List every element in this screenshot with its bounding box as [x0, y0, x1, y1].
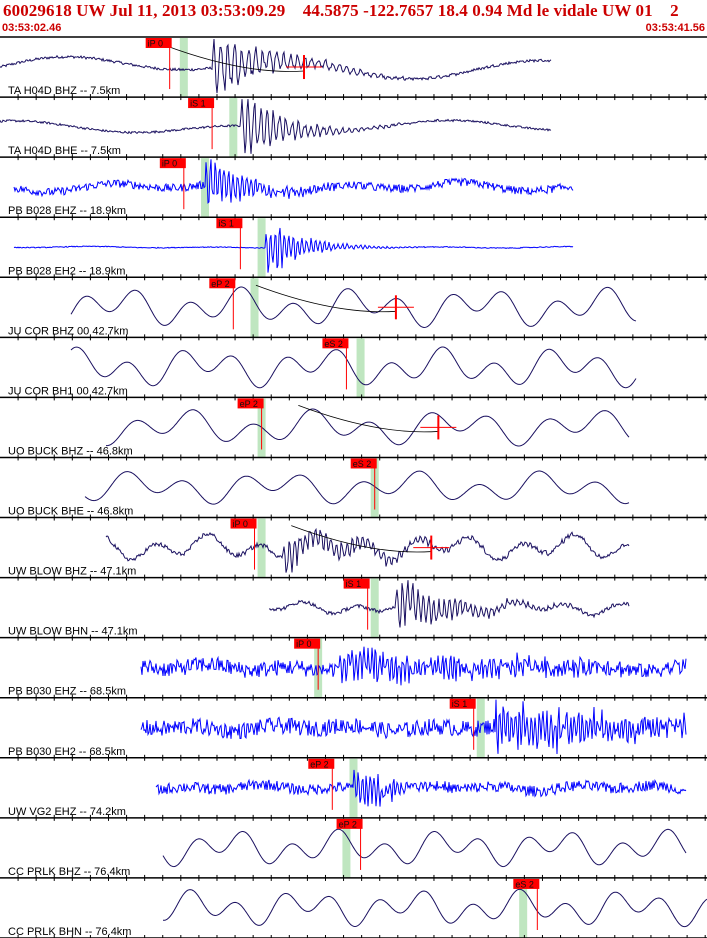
- pick-label-6-0: eP 2: [240, 399, 258, 409]
- pick-label-0-0: iP 0: [148, 39, 163, 49]
- pick-label-8-0: iP 0: [233, 519, 248, 529]
- coda-curve-0: [163, 44, 305, 72]
- pick-label-7-0: eS 2: [353, 459, 372, 469]
- pick-flag-11-0: [449, 698, 476, 709]
- station-label-13: CC PRLK BHZ -- 76.4km: [8, 866, 130, 878]
- pick-flag-13-0: [336, 818, 363, 829]
- station-label-2: PB B028 EHZ -- 18.9km: [8, 205, 126, 217]
- pick-label-11-0: iS 1: [452, 699, 468, 709]
- trace-0: [0, 38, 552, 94]
- pick-label-1-0: iS 1: [190, 99, 206, 109]
- end-time: 03:53:41.56: [645, 22, 705, 34]
- pick-window-9: [370, 578, 379, 638]
- trace-7: [84, 470, 630, 505]
- trace-4: [70, 286, 637, 329]
- pick-flag-5-0: [322, 338, 349, 349]
- event-title: 60029618 UW Jul 11, 2013 03:53:09.29 44.…: [3, 1, 679, 20]
- pick-window-13: [342, 818, 351, 878]
- coda-curve-8: [291, 525, 432, 553]
- pick-window-2: [201, 158, 210, 218]
- station-label-7: UO BUCK BHE -- 46.8km: [8, 506, 133, 518]
- station-label-1: TA H04D BHE -- 7.5km: [8, 145, 121, 157]
- trace-10: [140, 646, 687, 686]
- pick-label-13-0: eP 2: [339, 819, 357, 829]
- pick-flag-7-0: [350, 458, 377, 469]
- pick-window-5: [356, 338, 365, 398]
- trace-9: [268, 580, 630, 628]
- pick-flag-0-0: [145, 38, 172, 48]
- coda-curve-4: [255, 284, 396, 313]
- header: 60029618 UW Jul 11, 2013 03:53:09.29 44.…: [0, 0, 707, 37]
- trace-5: [70, 346, 637, 389]
- pick-flag-9-0: [343, 578, 370, 589]
- coda-curve-6: [298, 405, 439, 433]
- trace-13: [162, 828, 687, 868]
- trace-3: [13, 227, 574, 273]
- station-label-9: UW BLOW BHN -- 47.1km: [8, 626, 138, 638]
- pick-flag-1-0: [188, 98, 215, 109]
- pick-flag-6-0: [237, 398, 264, 409]
- trace-1: [0, 99, 552, 154]
- trace-8: [105, 527, 630, 573]
- pick-label-10-0: iP 0: [296, 639, 311, 649]
- pick-flag-3-0: [216, 218, 243, 229]
- trace-6: [106, 408, 630, 447]
- pick-flag-2-0: [159, 158, 186, 169]
- station-label-12: UW VG2 EHZ -- 74.2km: [8, 806, 126, 818]
- pick-label-12-0: eP 2: [310, 759, 328, 769]
- station-label-0: TA H04D BHZ -- 7.5km: [8, 85, 120, 97]
- station-label-5: JU COR BH1 00 42.7km: [8, 385, 128, 397]
- station-label-4: JU COR BHZ 00 42.7km: [8, 325, 128, 337]
- pick-label-14-0: eS 2: [515, 879, 534, 889]
- station-label-10: PB B030 EHZ -- 68.5km: [8, 686, 126, 698]
- start-time: 03:53:02.46: [2, 22, 62, 34]
- pick-window-14: [519, 878, 528, 938]
- pick-window-12: [349, 758, 358, 818]
- pick-window-1: [229, 98, 238, 158]
- pick-flag-12-0: [308, 758, 335, 769]
- pick-flag-10-0: [294, 638, 321, 649]
- pick-label-3-0: iS 1: [218, 219, 234, 229]
- pick-label-2-0: iP 0: [162, 159, 177, 169]
- pick-window-4: [250, 278, 259, 338]
- station-label-3: PB B028 EH2 -- 18.9km: [8, 265, 125, 277]
- station-label-6: UO BUCK BHZ -- 46.8km: [8, 445, 133, 457]
- station-label-11: PB B030 EH2 -- 68.5km: [8, 746, 125, 758]
- trace-12: [155, 769, 687, 807]
- pick-window-8: [257, 518, 266, 578]
- pick-flag-4-0: [209, 278, 236, 289]
- pick-flag-14-0: [513, 878, 540, 889]
- trace-2: [13, 159, 574, 204]
- trace-14: [163, 888, 707, 928]
- pick-flag-8-0: [230, 518, 257, 529]
- pick-label-4-0: eP 2: [211, 279, 229, 289]
- pick-label-5-0: eS 2: [324, 339, 343, 349]
- pick-window-0: [179, 38, 188, 98]
- station-label-14: CC PRLK BHN -- 76.4km: [8, 926, 131, 938]
- trace-11: [140, 699, 687, 755]
- pick-label-9-0: iS 1: [346, 579, 362, 589]
- station-label-8: UW BLOW BHZ -- 47.1km: [8, 566, 136, 578]
